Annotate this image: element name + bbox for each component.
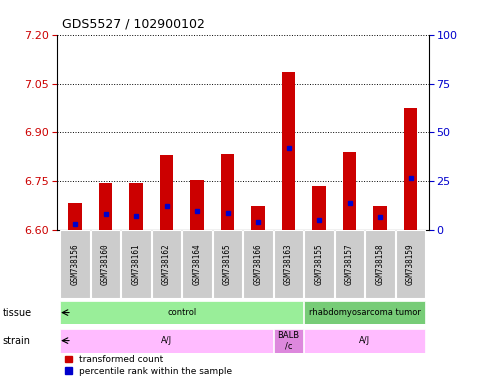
Bar [343,152,356,230]
Bar [60,329,273,353]
Bar [68,203,82,230]
Bar [60,230,90,298]
Text: GSM738156: GSM738156 [70,243,79,285]
Text: GSM738162: GSM738162 [162,243,171,285]
Bar [335,230,364,298]
Text: GSM738164: GSM738164 [193,243,202,285]
Text: rhabdomyosarcoma tumor: rhabdomyosarcoma tumor [309,308,421,317]
Bar [244,230,273,298]
Bar [251,206,265,230]
Bar [160,156,174,230]
Bar [396,230,425,298]
Text: strain: strain [2,336,31,346]
Text: A/J: A/J [161,336,172,345]
Bar [190,180,204,230]
Bar [365,230,395,298]
Bar [221,154,234,230]
Text: GSM738163: GSM738163 [284,243,293,285]
Bar [152,230,181,298]
Bar [305,301,425,324]
Bar [182,230,211,298]
Text: GSM738161: GSM738161 [132,243,141,285]
Bar [121,230,151,298]
Text: control: control [167,308,196,317]
Bar [129,183,143,230]
Bar [305,329,425,353]
Bar [274,329,303,353]
Text: GSM738158: GSM738158 [376,243,385,285]
Bar [404,108,418,230]
Bar [213,230,242,298]
Text: GSM738155: GSM738155 [315,243,323,285]
Text: A/J: A/J [359,336,370,345]
Bar [282,72,295,230]
Text: GSM738159: GSM738159 [406,243,415,285]
Bar [274,230,303,298]
Bar [99,183,112,230]
Bar [373,206,387,230]
Legend: transformed count, percentile rank within the sample: transformed count, percentile rank withi… [61,352,236,379]
Text: GSM738165: GSM738165 [223,243,232,285]
Text: GSM738160: GSM738160 [101,243,110,285]
Text: tissue: tissue [2,308,32,318]
Text: GDS5527 / 102900102: GDS5527 / 102900102 [62,17,205,30]
Bar [305,230,334,298]
Bar [312,186,326,230]
Text: BALB
/c: BALB /c [278,331,300,350]
Bar [91,230,120,298]
Text: GSM738166: GSM738166 [253,243,263,285]
Text: GSM738157: GSM738157 [345,243,354,285]
Bar [60,301,303,324]
